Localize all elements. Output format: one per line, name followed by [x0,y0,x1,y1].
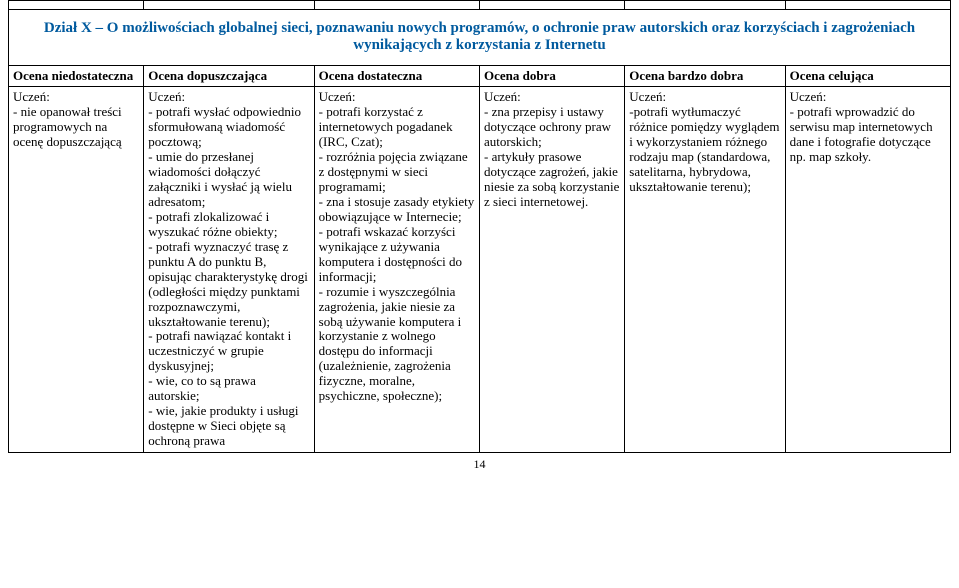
header-dopuszczajaca: Ocena dopuszczająca [144,65,314,87]
spacer-row [9,1,951,10]
cell-dopuszczajaca: Uczeń: - potrafi wysłać odpowiednio sfor… [144,87,314,453]
header-dostateczna: Ocena dostateczna [314,65,479,87]
uczen-label: Uczeń: [148,89,185,104]
cell-niedostateczna: Uczeń: - nie opanował treści programowyc… [9,87,144,453]
cell-text: - potrafi wysłać odpowiednio sformułowan… [148,104,308,448]
uczen-label: Uczeń: [13,89,50,104]
header-bardzo-dobra: Ocena bardzo dobra [625,65,785,87]
uczen-label: Uczeń: [319,89,356,104]
cell-dostateczna: Uczeń: - potrafi korzystać z internetowy… [314,87,479,453]
cell-text: - zna przepisy i ustawy dotyczące ochron… [484,104,619,209]
header-dobra: Ocena dobra [479,65,624,87]
header-row: Ocena niedostateczna Ocena dopuszczająca… [9,65,951,87]
uczen-label: Uczeń: [484,89,521,104]
page-number: 14 [8,457,951,472]
header-celujaca: Ocena celująca [785,65,950,87]
uczen-label: Uczeń: [629,89,666,104]
cell-text: - potrafi korzystać z internetowych poga… [319,104,475,403]
content-row: Uczeń: - nie opanował treści programowyc… [9,87,951,453]
cell-bardzo-dobra: Uczeń: -potrafi wytłumaczyć różnice pomi… [625,87,785,453]
grading-table: Dział X – O możliwościach globalnej siec… [8,0,951,453]
cell-dobra: Uczeń: - zna przepisy i ustawy dotyczące… [479,87,624,453]
section-title-row: Dział X – O możliwościach globalnej siec… [9,10,951,66]
header-niedostateczna: Ocena niedostateczna [9,65,144,87]
cell-celujaca: Uczeń: - potrafi wprowadzić do serwisu m… [785,87,950,453]
cell-text: - nie opanował treści programowych na oc… [13,104,122,149]
uczen-label: Uczeń: [790,89,827,104]
cell-text: - potrafi wprowadzić do serwisu map inte… [790,104,933,164]
section-title: Dział X – O możliwościach globalnej siec… [9,10,951,66]
cell-text: -potrafi wytłumaczyć różnice pomiędzy wy… [629,104,779,194]
